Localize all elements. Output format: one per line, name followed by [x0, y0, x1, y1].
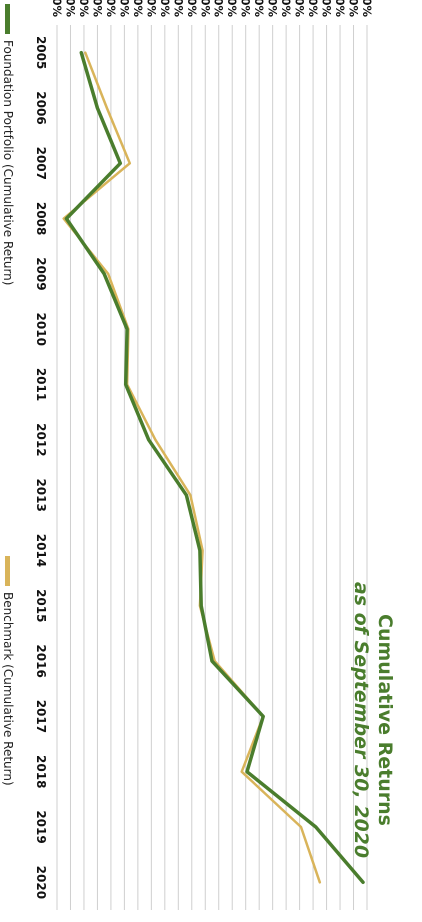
- legend-label-portfolio: Foundation Portfolio (Cumulative Return): [1, 40, 15, 286]
- x-tick-label: 2014: [34, 534, 48, 567]
- x-tick-labels: 2005 2006 2007 2008 2009 2010 2011 2012 2013 2014…: [34, 36, 48, 899]
- y-tick-label: 0%: [63, 0, 77, 17]
- y-tick-label: 90%: [185, 0, 199, 17]
- legend-label-benchmark: Benchmark (Cumulative Return): [1, 592, 15, 786]
- x-tick-label: 2009: [34, 257, 48, 290]
- x-tick-label: 2011: [34, 368, 48, 401]
- chart-subtitle: as of September 30, 2020: [350, 581, 372, 859]
- y-tick-label: 110%: [212, 0, 226, 17]
- series-line-benchmark: [62, 51, 322, 884]
- y-tick-label: 210%: [347, 0, 361, 17]
- legend-item-benchmark: Benchmark (Cumulative Return): [1, 556, 15, 786]
- x-tick-label: 2005: [34, 36, 48, 69]
- x-tick-label: 2012: [34, 423, 48, 456]
- y-tick-labels: -10%0%10%20%30%40%50%60%70%80%90%100%110…: [50, 0, 374, 17]
- y-tick-label: 80%: [171, 0, 185, 17]
- series-lines: [62, 50, 365, 885]
- y-tick-label: 70%: [158, 0, 172, 17]
- series-line-portfolio: [64, 50, 365, 885]
- x-tick-label: 2018: [34, 755, 48, 788]
- y-tick-label: 150%: [266, 0, 280, 17]
- legend-swatch-benchmark: [5, 556, 10, 586]
- x-tick-label: 2019: [34, 810, 48, 843]
- x-tick-label: 2006: [34, 91, 48, 124]
- legend-item-portfolio: Foundation Portfolio (Cumulative Return): [1, 4, 15, 285]
- y-tick-label: 220%: [360, 0, 374, 17]
- x-tick-label: 2010: [34, 313, 48, 346]
- y-tick-label: 60%: [144, 0, 158, 17]
- x-tick-label: 2017: [34, 700, 48, 733]
- chart-title: Cumulative Returns: [374, 614, 396, 826]
- y-tick-label: 40%: [117, 0, 131, 17]
- x-tick-label: 2013: [34, 478, 48, 511]
- y-tick-label: 30%: [104, 0, 118, 17]
- x-tick-label: 2007: [34, 147, 48, 180]
- y-tick-label: 140%: [252, 0, 266, 17]
- legend-swatch-portfolio: [5, 4, 10, 34]
- x-tick-label: 2016: [34, 644, 48, 677]
- x-tick-label: 2015: [34, 589, 48, 622]
- y-tick-label: 50%: [131, 0, 145, 17]
- y-tick-label: 160%: [279, 0, 293, 17]
- y-tick-label: 20%: [90, 0, 104, 17]
- grid-layer: [56, 25, 368, 910]
- y-tick-label: 190%: [320, 0, 334, 17]
- y-tick-label: -10%: [50, 0, 64, 17]
- y-tick-label: 10%: [77, 0, 91, 17]
- x-tick-label: 2008: [34, 202, 48, 235]
- y-tick-label: 100%: [198, 0, 212, 17]
- x-tick-label: 2020: [34, 866, 48, 899]
- y-tick-label: 120%: [225, 0, 239, 17]
- y-tick-label: 200%: [333, 0, 347, 17]
- y-tick-label: 180%: [306, 0, 320, 17]
- y-tick-label: 170%: [293, 0, 307, 17]
- y-tick-label: 130%: [239, 0, 253, 17]
